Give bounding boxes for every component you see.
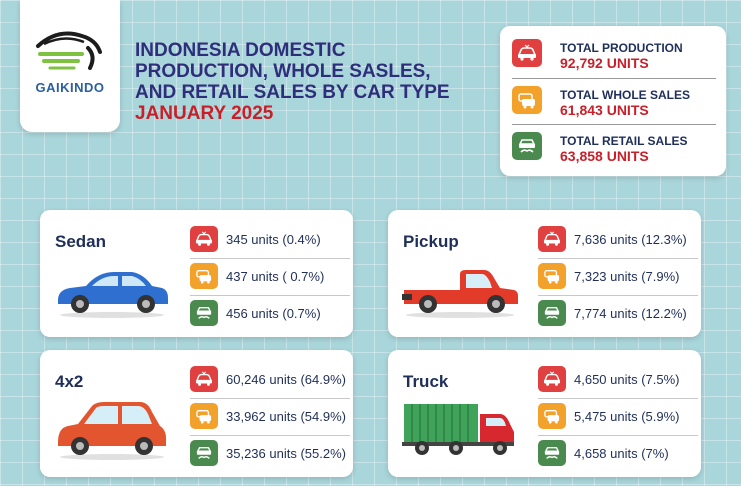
- title-main: INDONESIA DOMESTIC PRODUCTION, WHOLE SAS…: [135, 40, 450, 103]
- truck-card: Truck 4,650 units (7.5%) 5,475 units (5.…: [388, 350, 701, 477]
- fourbytwo-production-value: 60,246 units (64.9%): [226, 372, 346, 387]
- fourbytwo-retail-row: 35,236 units (55.2%): [190, 435, 350, 472]
- fourbytwo-production-row: 60,246 units (64.9%): [190, 362, 350, 398]
- fourbytwo-stats: 60,246 units (64.9%) 33,962 units (54.9%…: [190, 362, 350, 472]
- sedan-card: Sedan 345 units (0.4%) 437 units ( 0.7%)…: [40, 210, 353, 337]
- sedan-car-icon: [58, 272, 168, 318]
- sedan-retail-value: 456 units (0.7%): [226, 306, 321, 321]
- wholesale-car-icon: [512, 86, 542, 114]
- production-car-icon: [190, 366, 218, 392]
- pickup-retail-value: 7,774 units (12.2%): [574, 306, 687, 321]
- total-production-label: TOTAL PRODUCTION: [560, 41, 683, 55]
- total-wholesale-label: TOTAL WHOLE SALES: [560, 88, 691, 102]
- total-production-value: 92,792 UNITS: [560, 55, 649, 71]
- pickup-card: Pickup 7,636 units (12.3%) 7,323 units (…: [388, 210, 701, 337]
- pickup-truck-icon: [402, 270, 518, 318]
- pickup-title: Pickup: [403, 232, 459, 251]
- truck-wholesale-value: 5,475 units (5.9%): [574, 409, 680, 424]
- production-car-icon: [190, 226, 218, 252]
- wholesale-car-icon: [538, 263, 566, 289]
- truck-retail-row: 4,658 units (7%): [538, 435, 698, 472]
- truck-stats: 4,650 units (7.5%) 5,475 units (5.9%) 4,…: [538, 362, 698, 472]
- fourbytwo-wholesale-row: 33,962 units (54.9%): [190, 398, 350, 435]
- sedan-stats: 345 units (0.4%) 437 units ( 0.7%) 456 u…: [190, 222, 350, 332]
- retail-handshake-icon: [190, 300, 218, 326]
- truck-production-value: 4,650 units (7.5%): [574, 372, 680, 387]
- truck-production-row: 4,650 units (7.5%): [538, 362, 698, 398]
- retail-handshake-icon: [190, 440, 218, 466]
- truck-title: Truck: [403, 372, 449, 391]
- total-retail-value: 63,858 UNITS: [560, 148, 649, 164]
- production-car-icon: [538, 226, 566, 252]
- truck-icon: [402, 404, 514, 455]
- totals-card: TOTAL PRODUCTION 92,792 UNITS TOTAL WHOL…: [500, 26, 726, 176]
- total-production-row: TOTAL PRODUCTION 92,792 UNITS: [512, 32, 716, 76]
- pickup-production-value: 7,636 units (12.3%): [574, 232, 687, 247]
- retail-handshake-icon: [538, 440, 566, 466]
- fourbytwo-card: 4x2 60,246 units (64.9%) 33,962 units (5…: [40, 350, 353, 477]
- truck-retail-value: 4,658 units (7%): [574, 446, 669, 461]
- pickup-stats: 7,636 units (12.3%) 7,323 units (7.9%) 7…: [538, 222, 698, 332]
- sedan-title: Sedan: [55, 232, 107, 251]
- fourbytwo-wholesale-value: 33,962 units (54.9%): [226, 409, 346, 424]
- wholesale-car-icon: [190, 263, 218, 289]
- fourbytwo-title: 4x2: [55, 372, 84, 391]
- pickup-wholesale-row: 7,323 units (7.9%): [538, 258, 698, 295]
- wholesale-car-icon: [190, 403, 218, 429]
- production-car-icon: [538, 366, 566, 392]
- sedan-wholesale-value: 437 units ( 0.7%): [226, 269, 325, 284]
- brand-name: GAIKINDO: [35, 80, 105, 95]
- pickup-production-row: 7,636 units (12.3%): [538, 222, 698, 258]
- page-title: INDONESIA DOMESTIC PRODUCTION, WHOLE SAS…: [135, 40, 475, 124]
- wholesale-car-icon: [538, 403, 566, 429]
- pickup-wholesale-value: 7,323 units (7.9%): [574, 269, 680, 284]
- total-retail-label: TOTAL RETAIL SALES: [560, 134, 688, 148]
- sedan-retail-row: 456 units (0.7%): [190, 295, 350, 332]
- total-wholesale-row: TOTAL WHOLE SALES 61,843 UNITS: [512, 78, 716, 123]
- title-subtitle: JANUARY 2025: [135, 103, 274, 124]
- sedan-production-value: 345 units (0.4%): [226, 232, 321, 247]
- logo-card: GAIKINDO: [20, 0, 120, 132]
- retail-handshake-icon: [512, 132, 542, 160]
- retail-handshake-icon: [538, 300, 566, 326]
- pickup-retail-row: 7,774 units (12.2%): [538, 295, 698, 332]
- fourbytwo-retail-value: 35,236 units (55.2%): [226, 446, 346, 461]
- total-retail-row: TOTAL RETAIL SALES 63,858 UNITS: [512, 124, 716, 169]
- gaikindo-logo-icon: [36, 31, 102, 70]
- sedan-wholesale-row: 437 units ( 0.7%): [190, 258, 350, 295]
- truck-wholesale-row: 5,475 units (5.9%): [538, 398, 698, 435]
- hatchback-car-icon: [58, 402, 166, 460]
- production-car-icon: [512, 39, 542, 67]
- sedan-production-row: 345 units (0.4%): [190, 222, 350, 258]
- total-wholesale-value: 61,843 UNITS: [560, 102, 649, 118]
